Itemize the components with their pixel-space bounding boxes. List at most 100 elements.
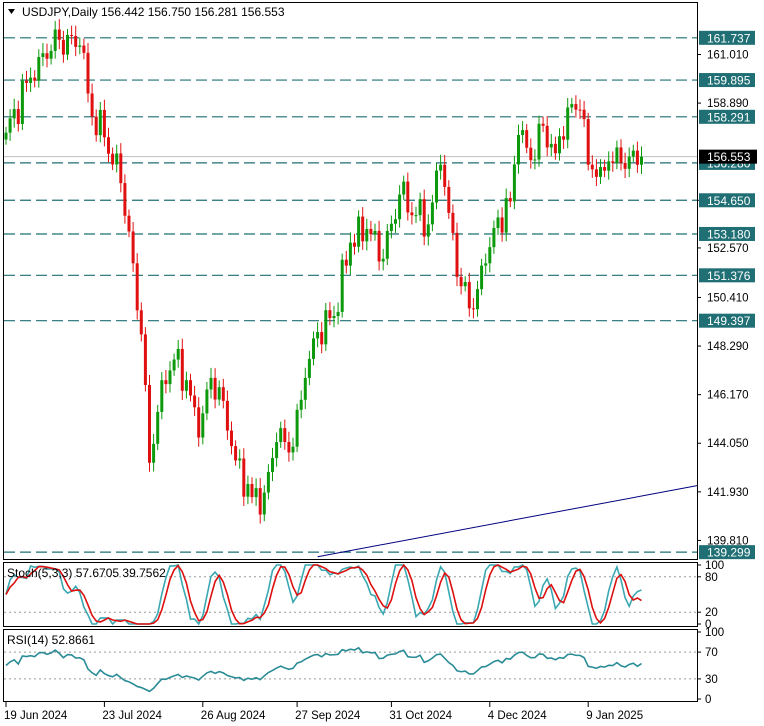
level-label-box [699, 268, 755, 283]
rsi-pane[interactable]: RSI(14) 52.8661 [3, 629, 698, 702]
candle-body [541, 123, 545, 126]
candle-body [230, 430, 233, 447]
trendline [317, 485, 698, 558]
rsi-line [5, 646, 642, 693]
candle-body [160, 380, 164, 412]
level-label-box [699, 193, 755, 208]
rsi-lines [4, 646, 697, 693]
candle-body [262, 492, 266, 515]
candle-body [225, 400, 229, 431]
candle-body [127, 215, 131, 232]
candle-body [426, 224, 430, 237]
candle-body [4, 132, 8, 140]
candle-body [205, 389, 209, 414]
level-label-box [699, 30, 755, 45]
candle-body [635, 150, 639, 165]
candle-body [189, 380, 192, 396]
candles [4, 19, 643, 524]
candle-body [447, 186, 451, 213]
candle-body [512, 164, 516, 202]
price-pane[interactable]: USDJPY,Daily 156.442 156.750 156.281 156… [3, 2, 698, 560]
candle-body [389, 223, 393, 231]
rsi-tick-label: 30 [705, 674, 718, 686]
current-price-label: 156.553 [707, 150, 751, 164]
candle-body [152, 443, 156, 463]
price-tick-label: 161.010 [707, 49, 749, 61]
level-label: 159.895 [707, 74, 751, 88]
candle-body [271, 458, 274, 472]
candle-body [279, 428, 283, 443]
candle-body [193, 395, 197, 408]
candle-body [496, 217, 500, 228]
candle-body [553, 143, 557, 154]
price-tick-label: 139.810 [707, 535, 749, 547]
candle-body [29, 77, 33, 83]
candle-body [172, 359, 176, 371]
candle-body [385, 230, 389, 259]
candle-body [361, 216, 365, 242]
candle-body [439, 164, 443, 171]
candle-body [275, 442, 279, 459]
symbol-label: USDJPY,Daily [22, 5, 98, 19]
candle-body [213, 377, 217, 400]
candle-body [143, 334, 147, 385]
candle-body [574, 104, 578, 110]
candle-body [471, 308, 475, 310]
candle-body [549, 143, 553, 148]
candle-body [410, 212, 414, 216]
candle-body [49, 50, 53, 59]
candle-body [459, 276, 463, 287]
stochastic-pane[interactable]: Stoch(5,3,3) 57.6705 39.7562 [3, 562, 698, 627]
candle-body [246, 483, 250, 497]
candle-body [537, 123, 541, 160]
candle-body [611, 161, 615, 163]
candle-body [8, 118, 12, 133]
stochastic-tick-label: 100 [705, 560, 724, 572]
rsi-label: RSI(14) 52.8661 [7, 633, 95, 647]
candle-body [623, 162, 627, 169]
price-tick-label: 141.930 [707, 487, 749, 499]
candle-body [619, 147, 623, 163]
candle-body [307, 358, 311, 378]
stochastic-tick-label: 80 [705, 572, 718, 584]
candle-body [418, 199, 422, 216]
candle-body [500, 217, 504, 233]
candle-body [586, 119, 590, 165]
stochastic-lines [4, 563, 697, 626]
candle-body [139, 310, 143, 335]
candle-body [348, 242, 352, 266]
candle-body [377, 230, 381, 262]
price-tick-label: 144.050 [707, 438, 749, 450]
candle-body [115, 153, 119, 165]
price-tick-label: 148.290 [707, 341, 749, 353]
candle-body [533, 159, 537, 161]
candle-body [33, 77, 37, 81]
ohlc-readout: 156.442 156.750 156.281 156.553 [101, 5, 285, 19]
candle-body [221, 387, 225, 401]
time-tick-label: 19 Jun 2024 [4, 710, 68, 722]
level-label: 139.299 [707, 546, 751, 560]
candle-body [373, 230, 377, 235]
trendline-segment[interactable] [317, 485, 698, 558]
current-price-box [699, 149, 757, 164]
level-label-box [699, 109, 755, 124]
level-label: 151.376 [707, 269, 751, 283]
candle-body [402, 181, 406, 195]
candle-body [353, 242, 356, 247]
price-tick-label: 146.170 [707, 390, 749, 402]
candle-body [324, 310, 328, 345]
stochastic-label: Stoch(5,3,3) 57.6705 39.7562 [7, 566, 166, 580]
candle-body [451, 212, 455, 233]
stochastic-main-line [5, 564, 642, 626]
candle-body [201, 413, 205, 438]
stochastic-tick-label: 0 [705, 619, 711, 631]
price-tick-label: 150.410 [707, 292, 749, 304]
candle-body [369, 228, 373, 235]
candle-body [435, 170, 438, 203]
candle-body [176, 348, 180, 360]
candle-body [365, 228, 369, 242]
candle-body [131, 231, 135, 264]
rsi-tick-label: 70 [705, 647, 718, 659]
collapse-arrow-icon[interactable] [8, 9, 15, 14]
